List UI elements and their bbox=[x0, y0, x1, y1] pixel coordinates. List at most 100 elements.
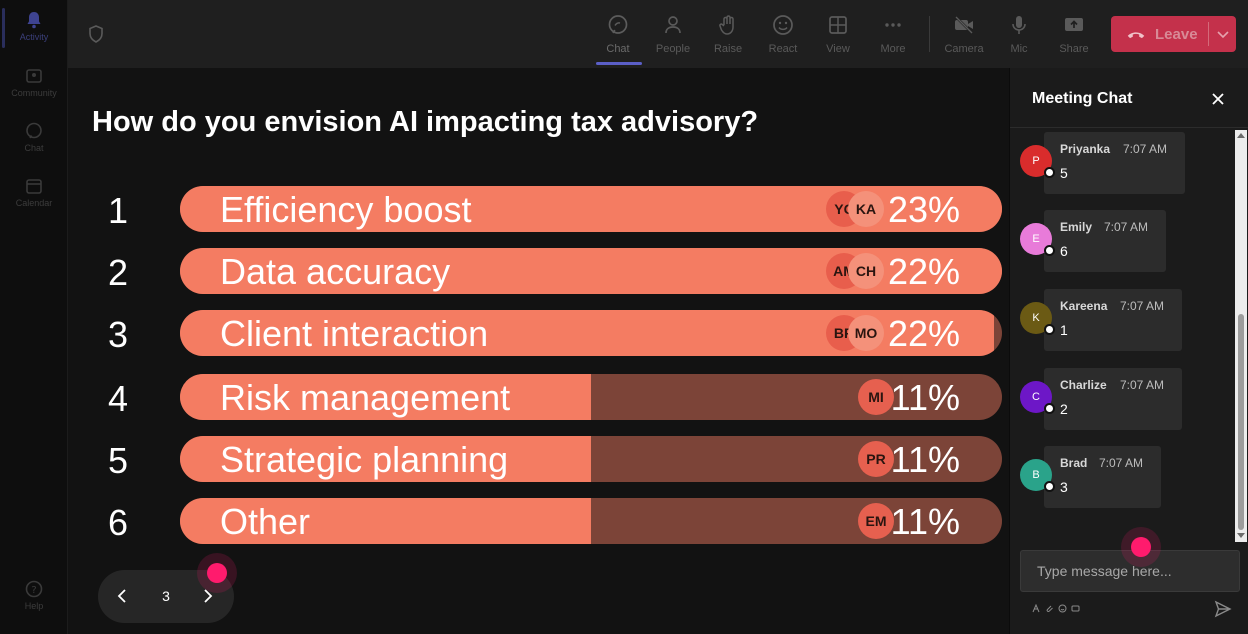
view-grid-icon bbox=[829, 16, 847, 34]
poll-option: 6 Other EM 11% bbox=[92, 498, 1002, 544]
poll-stage: How do you envision AI impacting tax adv… bbox=[68, 68, 1009, 634]
toolbar-share-button[interactable]: Share bbox=[1047, 8, 1101, 62]
option-percent: 23% bbox=[887, 189, 960, 230]
close-icon[interactable] bbox=[1210, 91, 1226, 107]
voter-avatar: CH bbox=[848, 253, 884, 289]
rail-active-indicator bbox=[2, 8, 5, 48]
rail-item-label: Calendar bbox=[15, 198, 53, 208]
rail-item-chat[interactable]: Chat bbox=[0, 121, 68, 153]
poll-option: 3 Client interaction BR MO 22% bbox=[92, 310, 1002, 356]
leave-button-label: Leave bbox=[1155, 25, 1198, 43]
option-bar-fill bbox=[180, 498, 591, 544]
active-tab-indicator bbox=[596, 62, 642, 65]
toolbar-react-button[interactable]: React bbox=[756, 8, 810, 62]
option-label: Other bbox=[220, 501, 311, 542]
message-text: 1 bbox=[1060, 322, 1068, 338]
scroll-thumb[interactable] bbox=[1238, 314, 1244, 530]
chevron-down-icon[interactable] bbox=[1215, 26, 1231, 42]
chevron-right-icon[interactable] bbox=[198, 587, 216, 605]
toolbar-button-label: Camera bbox=[944, 43, 984, 55]
toolbar-people-button[interactable]: People bbox=[646, 8, 700, 62]
message-bubble: Kareena 7:07 AM 1 bbox=[1044, 289, 1182, 351]
shield-icon[interactable] bbox=[86, 24, 106, 44]
toolbar-button-label: Mic bbox=[1010, 43, 1028, 55]
option-bar-fill bbox=[180, 436, 591, 482]
option-percent: 11% bbox=[890, 377, 960, 418]
option-number: 3 bbox=[108, 314, 129, 355]
chat-message-input[interactable] bbox=[1020, 550, 1240, 592]
toolbar-mic-button[interactable]: Mic bbox=[992, 8, 1046, 62]
option-label: Risk management bbox=[220, 377, 511, 418]
scroll-up-arrow-icon[interactable] bbox=[1237, 133, 1245, 138]
poll-option: 1 Efficiency boost YC KA 23% bbox=[92, 186, 1002, 232]
bell-icon bbox=[27, 12, 41, 29]
emoji-icon[interactable] bbox=[1058, 604, 1067, 613]
option-bar: Risk management MI 11% bbox=[180, 374, 1002, 420]
scroll-down-arrow-icon[interactable] bbox=[1237, 533, 1245, 538]
presence-status-icon bbox=[1044, 481, 1055, 492]
rail-item-label: Chat bbox=[24, 143, 44, 153]
toolbar-button-label: People bbox=[655, 43, 691, 55]
option-percent: 11% bbox=[890, 439, 960, 480]
send-icon[interactable] bbox=[1214, 600, 1232, 618]
attach-icon[interactable] bbox=[1045, 604, 1054, 613]
message-time: 7:07 AM bbox=[1104, 220, 1149, 234]
leave-button[interactable]: Leave bbox=[1111, 16, 1236, 52]
toolbar-button-label: Share bbox=[1059, 43, 1089, 55]
rail-item-community[interactable]: Community bbox=[0, 66, 68, 98]
toolbar-camera-button[interactable]: Camera bbox=[937, 8, 991, 62]
pointer-cursor bbox=[207, 563, 227, 583]
hang-up-icon bbox=[1127, 32, 1145, 39]
presence-status-icon bbox=[1044, 324, 1055, 335]
voter-avatar: EM bbox=[858, 503, 894, 539]
rail-item-activity[interactable]: Activity bbox=[0, 10, 68, 42]
rail-item-label: Activity bbox=[19, 32, 49, 42]
meeting-toolbar: Chat People Raise React View More Camera bbox=[68, 0, 1248, 68]
chat-icon bbox=[608, 15, 628, 34]
sender-name: Charlize bbox=[1060, 378, 1107, 392]
page-number: 3 bbox=[162, 588, 170, 604]
message-text: 5 bbox=[1060, 165, 1068, 181]
toolbar-view-button[interactable]: View bbox=[811, 8, 865, 62]
toolbar-raise-button[interactable]: Raise bbox=[701, 8, 755, 62]
community-icon bbox=[26, 69, 42, 83]
chat-scrollbar[interactable] bbox=[1235, 130, 1247, 542]
toolbar-chat-button[interactable]: Chat bbox=[591, 8, 645, 62]
option-bar: Data accuracy AM CH 22% bbox=[180, 248, 1002, 294]
message-bubble: Charlize 7:07 AM 2 bbox=[1044, 368, 1182, 430]
option-number: 6 bbox=[108, 502, 129, 543]
toolbar-divider bbox=[929, 16, 930, 52]
help-icon: ? bbox=[25, 580, 43, 598]
voter-avatar: KA bbox=[848, 191, 884, 227]
message-bubble: Emily 7:07 AM 6 bbox=[1044, 210, 1166, 272]
message-time: 7:07 AM bbox=[1120, 299, 1165, 313]
option-bar: Efficiency boost YC KA 23% bbox=[180, 186, 1002, 232]
svg-text:?: ? bbox=[31, 585, 36, 596]
voter-avatar: MI bbox=[858, 379, 894, 415]
toolbar-button-label: Chat bbox=[606, 43, 630, 55]
option-label: Efficiency boost bbox=[220, 189, 472, 230]
chat-icon bbox=[26, 122, 42, 139]
option-label: Strategic planning bbox=[220, 439, 509, 480]
rail-item-label: Community bbox=[11, 88, 57, 98]
rail-item-help[interactable]: ? Help bbox=[0, 579, 68, 611]
slide-pager: 3 bbox=[98, 570, 234, 623]
more-icon bbox=[885, 23, 901, 27]
share-icon bbox=[1065, 18, 1083, 31]
message-text: 2 bbox=[1060, 401, 1068, 417]
sender-name: Brad bbox=[1060, 456, 1088, 470]
toolbar-more-button[interactable]: More bbox=[866, 8, 920, 62]
format-icon[interactable] bbox=[1032, 604, 1041, 613]
sender-name: Priyanka bbox=[1060, 142, 1111, 156]
gif-icon[interactable] bbox=[1071, 604, 1080, 613]
message-bubble: Brad 7:07 AM 3 bbox=[1044, 446, 1161, 508]
rail-item-calendar[interactable]: Calendar bbox=[0, 176, 68, 208]
option-number: 2 bbox=[108, 252, 129, 293]
option-percent: 22% bbox=[887, 313, 960, 354]
option-number: 4 bbox=[108, 378, 129, 419]
chat-divider bbox=[1010, 127, 1248, 128]
option-label: Client interaction bbox=[220, 313, 489, 354]
chevron-left-icon[interactable] bbox=[114, 587, 132, 605]
option-bar: Client interaction BR MO 22% bbox=[180, 310, 1002, 356]
pointer-cursor bbox=[1131, 537, 1151, 557]
